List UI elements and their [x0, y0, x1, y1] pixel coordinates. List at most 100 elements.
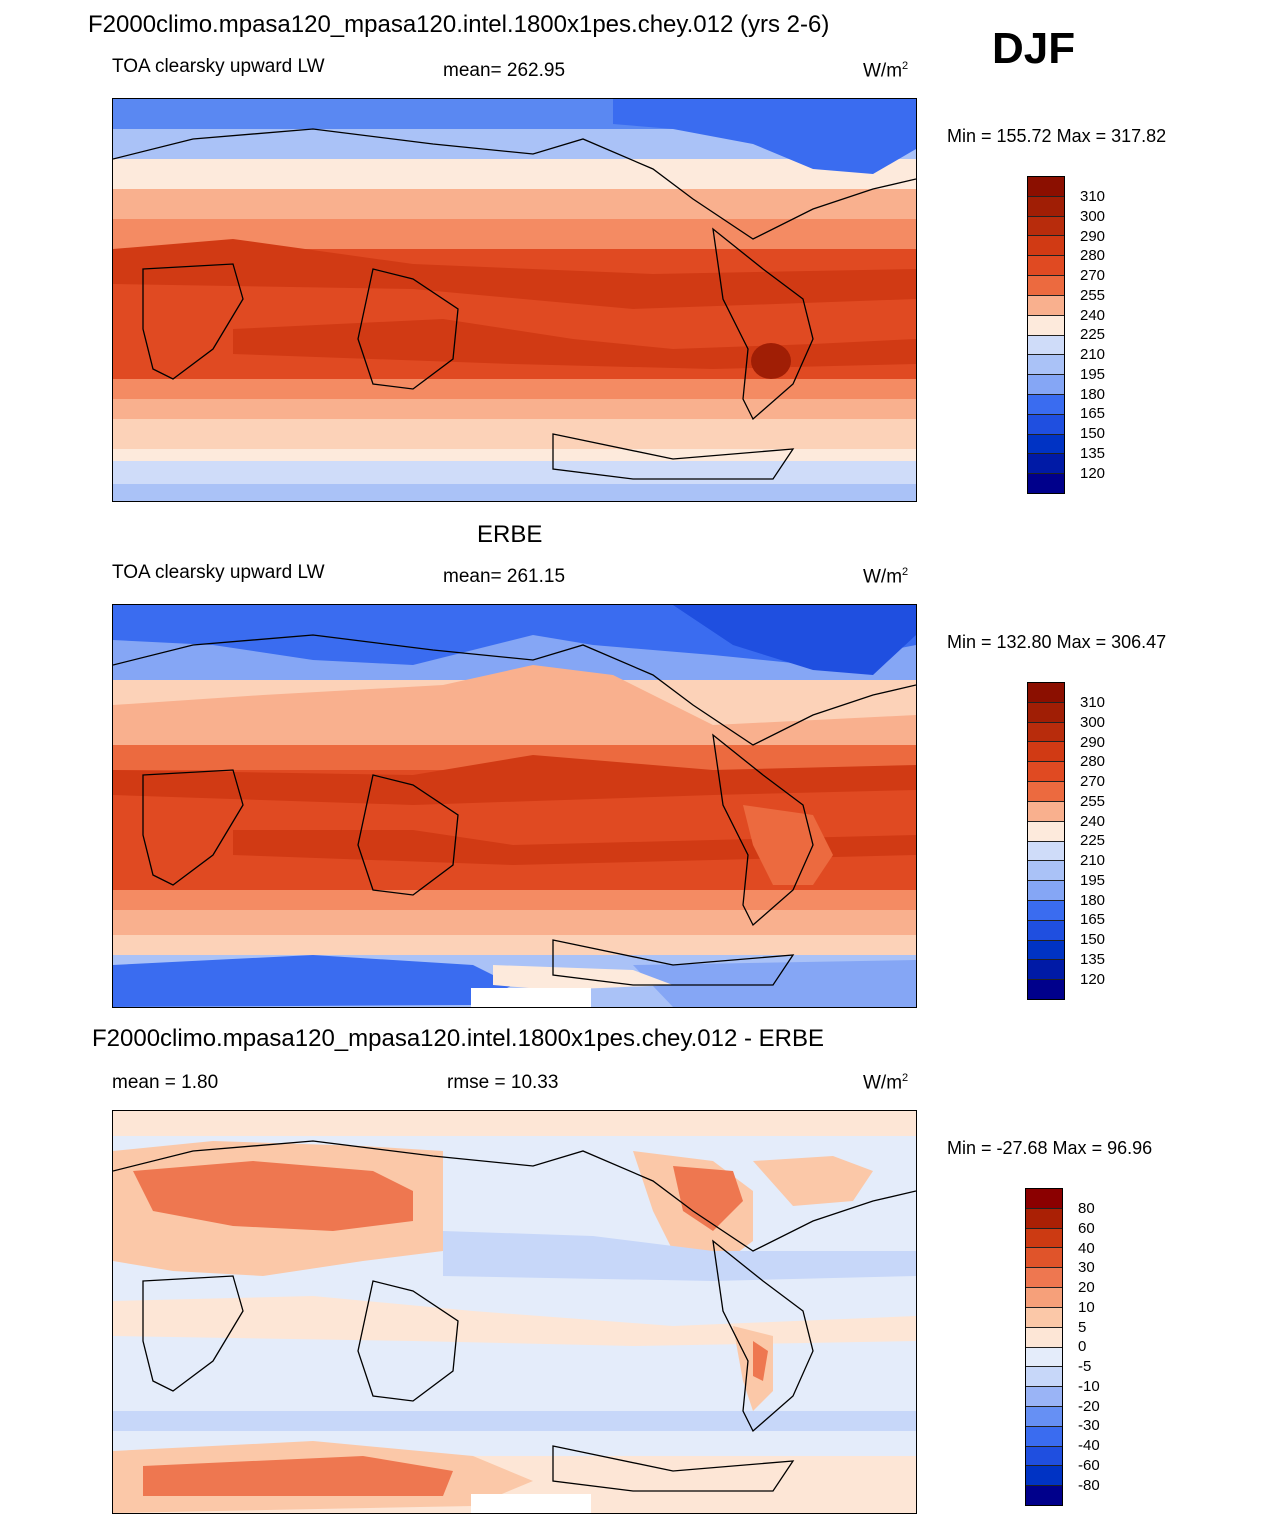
panel-diff-header: F2000climo.mpasa120_mpasa120.intel.1800x…	[92, 1025, 824, 1052]
colorbar-label: 225	[1080, 832, 1106, 849]
swatch	[1028, 782, 1064, 802]
main-title: F2000climo.mpasa120_mpasa120.intel.1800x…	[88, 11, 830, 38]
panel-model-mean: mean= 262.95	[443, 60, 566, 81]
swatch	[1028, 414, 1064, 435]
colorbar-label: 195	[1080, 872, 1106, 889]
swatch	[1028, 742, 1064, 763]
swatch	[1028, 355, 1064, 376]
swatch	[1028, 980, 1064, 999]
colorbar-label: 135	[1080, 951, 1106, 968]
colorbar-label: 0	[1078, 1338, 1087, 1355]
panel-obs-header: ERBE	[477, 521, 543, 548]
colorbar-label: 240	[1080, 813, 1106, 830]
colorbar-label: -20	[1078, 1398, 1100, 1415]
swatch	[1028, 801, 1064, 822]
swatch	[1028, 216, 1064, 237]
swatch	[1028, 177, 1064, 197]
panel-obs-minmax: Min = 132.80 Max = 306.47	[947, 632, 1167, 652]
colorbar-label: 225	[1080, 326, 1106, 343]
swatch	[1028, 454, 1064, 475]
colorbar-label: 165	[1080, 405, 1106, 422]
swatch	[1028, 295, 1064, 316]
swatch	[1028, 276, 1064, 296]
colorbar-label: 300	[1080, 714, 1106, 731]
swatch	[1026, 1307, 1062, 1328]
panel-diff-rmse: rmse = 10.33	[447, 1072, 559, 1093]
colorbar-label: -10	[1078, 1378, 1100, 1395]
swatch	[1028, 236, 1064, 257]
swatch	[1028, 960, 1064, 981]
swatch	[1026, 1248, 1062, 1269]
swatch	[1026, 1189, 1062, 1209]
colorbar-label: 310	[1080, 188, 1106, 205]
colorbar-label: 280	[1080, 247, 1106, 264]
colorbar-label: 290	[1080, 228, 1106, 245]
swatch	[1028, 920, 1064, 941]
colorbar-label: 310	[1080, 694, 1106, 711]
swatch	[1028, 702, 1064, 723]
colorbar-label: 40	[1078, 1240, 1095, 1257]
panel-obs-variable: TOA clearsky upward LW	[112, 562, 325, 583]
swatch	[1026, 1446, 1062, 1467]
swatch	[1028, 900, 1064, 921]
panel-model-variable: TOA clearsky upward LW	[112, 56, 325, 77]
colorbar-label: -80	[1078, 1477, 1100, 1494]
colorbar-label: 10	[1078, 1299, 1095, 1316]
colorbar-label: -60	[1078, 1457, 1100, 1474]
colorbar-label: 120	[1080, 971, 1106, 988]
swatch	[1028, 940, 1064, 961]
swatch	[1028, 683, 1064, 703]
swatch	[1026, 1228, 1062, 1249]
panel-diff-units: W/m2	[863, 1072, 909, 1094]
swatch	[1028, 375, 1064, 395]
swatch	[1026, 1406, 1062, 1427]
swatch	[1026, 1387, 1062, 1407]
colorbar-label: 5	[1078, 1319, 1087, 1336]
colorbar-label: 20	[1078, 1279, 1095, 1296]
map-obs-svg	[113, 605, 916, 1007]
swatch	[1028, 315, 1064, 336]
swatch	[1028, 474, 1064, 493]
colorbar-label: 300	[1080, 208, 1106, 225]
colorbar-label: 135	[1080, 445, 1106, 462]
swatch	[1028, 722, 1064, 743]
colorbar-label: 210	[1080, 852, 1106, 869]
map-diff-svg	[113, 1111, 916, 1513]
swatch	[1026, 1486, 1062, 1505]
colorbar-label: 290	[1080, 734, 1106, 751]
swatch	[1028, 762, 1064, 783]
colorbar-label: 255	[1080, 287, 1106, 304]
colorbar-label: -30	[1078, 1417, 1100, 1434]
swatch	[1026, 1327, 1062, 1348]
colorbar-label: 210	[1080, 346, 1106, 363]
swatch	[1026, 1426, 1062, 1447]
colorbar-label: 255	[1080, 793, 1106, 810]
panel-obs-colorbar	[1027, 682, 1065, 1000]
swatch	[1028, 434, 1064, 455]
panel-diff-map	[112, 1110, 917, 1514]
colorbar-label: 60	[1078, 1220, 1095, 1237]
colorbar-label: 120	[1080, 465, 1106, 482]
swatch	[1028, 861, 1064, 882]
swatch	[1026, 1347, 1062, 1368]
colorbar-label: 80	[1078, 1200, 1095, 1217]
panel-model-colorbar	[1027, 176, 1065, 494]
swatch	[1028, 256, 1064, 277]
swatch	[1028, 881, 1064, 901]
panel-diff-minmax: Min = -27.68 Max = 96.96	[947, 1138, 1153, 1158]
swatch	[1026, 1268, 1062, 1289]
colorbar-label: 280	[1080, 753, 1106, 770]
colorbar-label: 270	[1080, 773, 1106, 790]
swatch	[1028, 394, 1064, 415]
swatch	[1026, 1367, 1062, 1388]
colorbar-label: 150	[1080, 425, 1106, 442]
panel-obs-mean: mean= 261.15	[443, 566, 566, 587]
panel-model-map	[112, 98, 917, 502]
panel-obs-units: W/m2	[863, 566, 909, 588]
colorbar-label: 180	[1080, 386, 1106, 403]
swatch	[1028, 335, 1064, 356]
panel-model-units: W/m2	[863, 60, 909, 82]
swatch	[1026, 1288, 1062, 1308]
panel-model-minmax: Min = 155.72 Max = 317.82	[947, 126, 1167, 146]
colorbar-label: 195	[1080, 366, 1106, 383]
